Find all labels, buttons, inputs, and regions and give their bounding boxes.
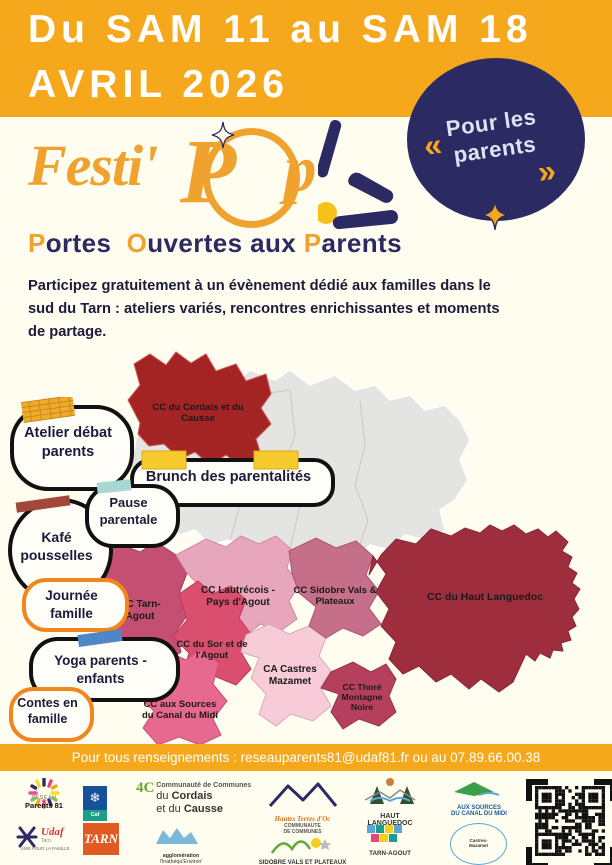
svg-text:CC Thoré: CC Thoré bbox=[342, 682, 381, 692]
svg-text:Montagne: Montagne bbox=[341, 692, 382, 702]
svg-text:CC du Sor et de: CC du Sor et de bbox=[176, 639, 247, 650]
svg-text:du Canal du Midi: du Canal du Midi bbox=[142, 710, 218, 721]
svg-text:Pays d'Agout: Pays d'Agout bbox=[206, 597, 270, 608]
svg-text:Noire: Noire bbox=[351, 702, 373, 712]
svg-text:Mazamet: Mazamet bbox=[269, 676, 312, 687]
svg-text:CC du Cordais et du: CC du Cordais et du bbox=[152, 402, 244, 413]
svg-text:Causse: Causse bbox=[181, 413, 215, 424]
svg-text:CC du Haut Languedoc: CC du Haut Languedoc bbox=[427, 591, 543, 603]
svg-text:CA Castres: CA Castres bbox=[263, 664, 317, 675]
svg-text:CC Sidobre Vals &: CC Sidobre Vals & bbox=[294, 585, 377, 596]
svg-text:CC Lautrécois -: CC Lautrécois - bbox=[201, 585, 275, 596]
svg-text:Plateaux: Plateaux bbox=[315, 596, 355, 607]
svg-text:Agout: Agout bbox=[126, 611, 156, 622]
svg-text:l'Agout: l'Agout bbox=[196, 650, 229, 661]
